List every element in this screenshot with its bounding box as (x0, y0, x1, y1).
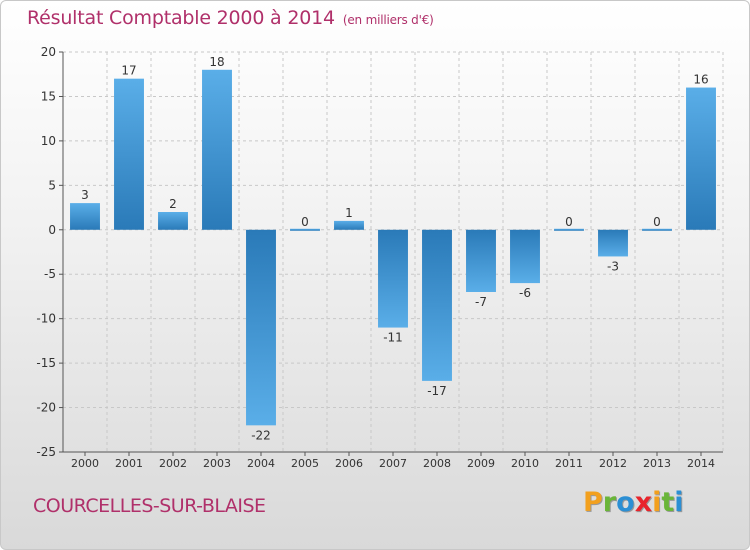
logo-letter: P (583, 487, 603, 518)
x-tick-label: 2008 (423, 457, 451, 470)
label-layer: 3 17 2 18 -22 0 1 -11 -17 -7 -6 0 -3 0 16 (81, 55, 708, 443)
data-label: 0 (565, 215, 573, 229)
bar (114, 78, 144, 230)
y-tick-label: 0 (48, 223, 56, 237)
bar (290, 228, 320, 231)
x-tick-label: 2002 (159, 457, 187, 470)
logo-letter: i (652, 487, 662, 518)
y-tick-label: -25 (36, 445, 56, 459)
y-tick-label: -15 (36, 356, 56, 370)
data-label: -22 (251, 428, 271, 442)
chart-unit-label: (en milliers d'€) (342, 13, 434, 27)
logo-letter: o (616, 487, 635, 518)
chart-title: Résultat Comptable 2000 à 2014 (en millie… (27, 7, 434, 29)
bar (642, 228, 672, 231)
x-tick-label: 2014 (687, 457, 715, 470)
data-label: -11 (383, 331, 403, 345)
bar (246, 229, 276, 426)
x-tick-label: 2000 (71, 457, 99, 470)
x-tick-label: 2011 (555, 457, 583, 470)
x-tick-label: 2010 (511, 457, 539, 470)
y-tick-label: 20 (41, 45, 56, 59)
x-tick-label: 2009 (467, 457, 495, 470)
data-label: 3 (81, 188, 89, 202)
logo-letter: i (674, 487, 684, 518)
logo-letter: x (634, 487, 653, 518)
logo-letter: t (661, 487, 675, 518)
data-label: 0 (653, 215, 661, 229)
data-label: 16 (693, 73, 708, 87)
data-label: 17 (121, 64, 136, 78)
bar (510, 229, 540, 284)
data-label: 1 (345, 206, 353, 220)
x-tick-label: 2007 (379, 457, 407, 470)
bar (686, 87, 716, 230)
chart-title-text: Résultat Comptable 2000 à 2014 (27, 7, 335, 29)
proxiti-logo: Proxiti (583, 487, 684, 518)
y-tick-label: 5 (48, 178, 56, 192)
bar (378, 229, 408, 328)
data-label: 2 (169, 197, 177, 211)
x-tick-label: 2003 (203, 457, 231, 470)
logo-letter: r (602, 487, 617, 518)
bar (158, 212, 188, 230)
y-tick-label: -10 (36, 312, 56, 326)
bar (554, 228, 584, 231)
x-tick-label: 2001 (115, 457, 143, 470)
y-tick-label: -5 (44, 267, 56, 281)
x-tick-label: 2004 (247, 457, 275, 470)
y-tick-label: -20 (36, 401, 56, 415)
data-label: -7 (475, 295, 487, 309)
bar-layer (70, 69, 716, 426)
bar (422, 229, 452, 381)
town-name: COURCELLES-SUR-BLAISE (33, 495, 266, 517)
y-tick-label: 10 (41, 134, 56, 148)
bar (598, 229, 628, 257)
x-tick-label: 2012 (599, 457, 627, 470)
bar (466, 229, 496, 292)
data-label: -17 (427, 384, 447, 398)
bar (70, 203, 100, 230)
data-label: -3 (607, 259, 619, 273)
data-label: 18 (209, 55, 224, 69)
x-tick-label: 2013 (643, 457, 671, 470)
x-tick-label: 2006 (335, 457, 363, 470)
x-tick-label: 2005 (291, 457, 319, 470)
bar (334, 220, 364, 230)
bar (202, 69, 232, 230)
data-label: -6 (519, 286, 531, 300)
data-label: 0 (301, 215, 309, 229)
y-tick-label: 15 (41, 89, 56, 103)
